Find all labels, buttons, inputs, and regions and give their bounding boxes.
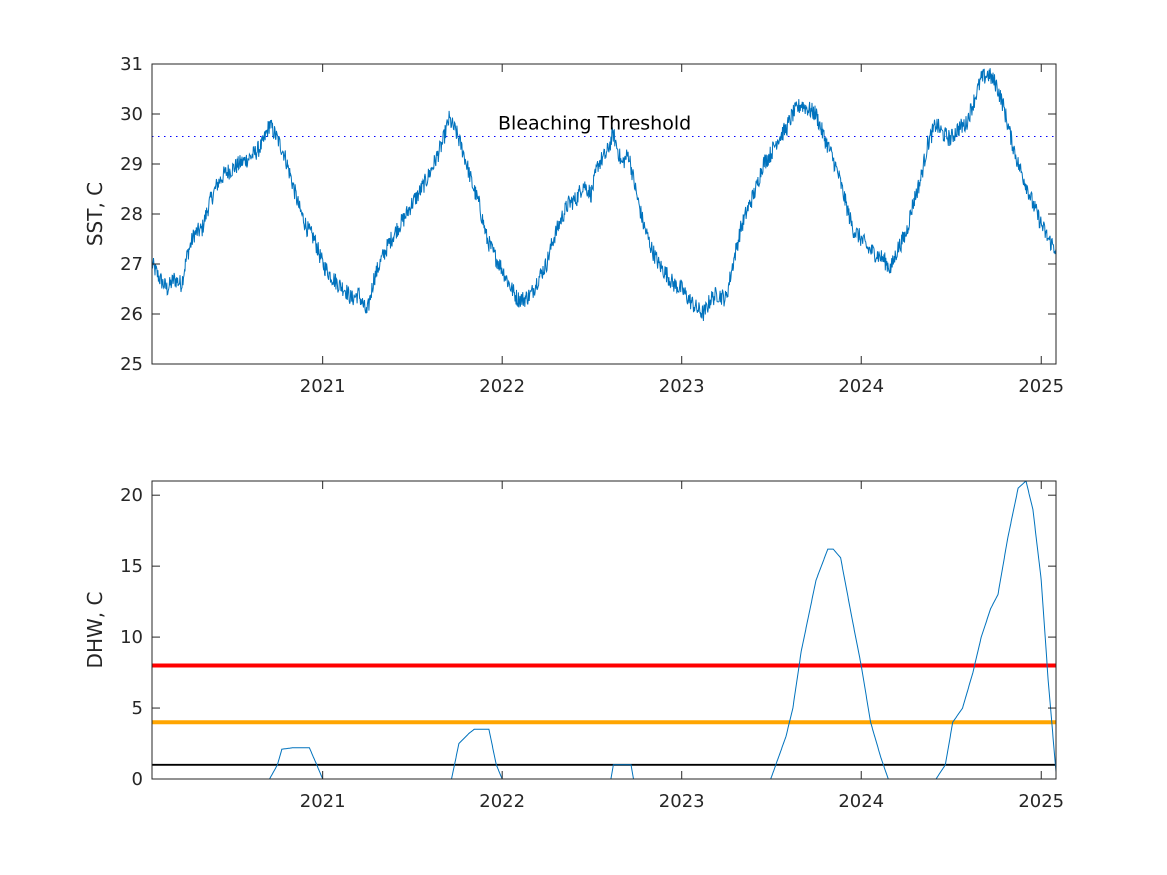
dhw-ticks: 2021 2022 2023 2024 2025 0 5 10 15 20 bbox=[120, 481, 1064, 812]
dhw-x-tick-label: 2021 bbox=[300, 791, 346, 812]
sst-y-axis-label: SST, C bbox=[83, 182, 107, 246]
dhw-x-tick-label: 2023 bbox=[659, 791, 705, 812]
sst-y-tick-label: 31 bbox=[120, 54, 143, 75]
dhw-x-tick-label: 2022 bbox=[479, 791, 525, 812]
dhw-x-tick-label: 2025 bbox=[1018, 791, 1064, 812]
sst-y-tick-label: 29 bbox=[120, 154, 143, 175]
dhw-plot-content bbox=[152, 481, 1056, 779]
sst-y-tick-label: 30 bbox=[120, 104, 143, 125]
dhw-y-tick-label: 10 bbox=[120, 627, 143, 648]
dhw-y-tick-label: 0 bbox=[132, 769, 143, 790]
sst-y-tick-label: 27 bbox=[120, 254, 143, 275]
dhw-axes-box bbox=[151, 480, 1057, 780]
sst-y-tick-label: 28 bbox=[120, 204, 143, 225]
sst-x-tick-label: 2024 bbox=[838, 376, 884, 397]
sst-x-tick-label: 2025 bbox=[1018, 376, 1064, 397]
dhw-panel: 2021 2022 2023 2024 2025 0 5 10 15 20 DHW, C bbox=[83, 480, 1064, 812]
sst-panel: 2021 2022 2023 2024 2025 25 26 27 28 29 30 31 SST, … bbox=[83, 54, 1064, 397]
dhw-plot-area bbox=[152, 481, 1056, 779]
dhw-y-tick-label: 20 bbox=[120, 485, 143, 506]
dhw-y-tick-label: 5 bbox=[132, 698, 143, 719]
bleaching-threshold-label: Bleaching Threshold bbox=[498, 113, 691, 135]
sst-y-tick-label: 26 bbox=[120, 304, 143, 325]
dhw-y-tick-label: 15 bbox=[120, 556, 143, 577]
sst-x-tick-label: 2021 bbox=[300, 376, 346, 397]
sst-plot-area bbox=[152, 64, 1056, 364]
sst-x-tick-label: 2022 bbox=[479, 376, 525, 397]
sst-plot-content bbox=[152, 68, 1056, 322]
sst-x-tick-label: 2023 bbox=[659, 376, 705, 397]
dhw-series-line bbox=[152, 481, 1056, 779]
dhw-x-tick-label: 2024 bbox=[838, 791, 884, 812]
dhw-y-axis-label: DHW, C bbox=[83, 592, 107, 669]
sst-y-tick-label: 25 bbox=[120, 354, 143, 375]
sst-ticks: 2021 2022 2023 2024 2025 25 26 27 28 29 30 31 bbox=[120, 54, 1064, 397]
sst-series-line bbox=[152, 68, 1056, 322]
